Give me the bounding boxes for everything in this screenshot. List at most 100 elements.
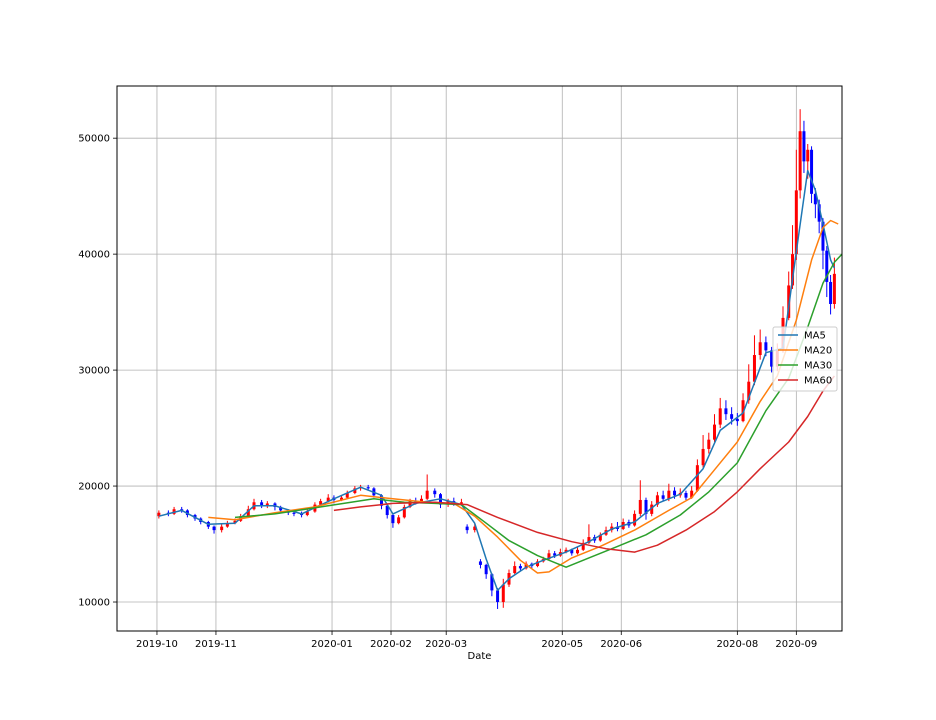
legend: MA5 MA20 MA30 MA60 <box>772 326 838 392</box>
candle-body <box>246 509 250 517</box>
candle-body <box>741 400 745 422</box>
candle-body <box>813 193 817 205</box>
candle-body <box>735 418 739 422</box>
y-axis-ticks: 10000 20000 30000 40000 50000 <box>78 134 117 609</box>
candle-body <box>701 448 705 466</box>
candle-body <box>260 502 264 506</box>
candle-body <box>319 501 323 505</box>
plot-frame <box>116 85 843 632</box>
candle-body <box>655 495 659 505</box>
candle-body <box>305 511 309 516</box>
candle-body <box>265 503 269 506</box>
x-tick-label: 2020-01 <box>311 639 353 650</box>
candle-body <box>501 584 505 603</box>
x-tick-label: 2020-09 <box>775 639 817 650</box>
candle-body <box>553 553 557 556</box>
moving-average-lines <box>158 169 843 592</box>
candles <box>157 109 836 609</box>
candle-body <box>233 520 237 524</box>
candle-body <box>518 566 522 569</box>
legend-label: MA5 <box>804 331 826 342</box>
candle-body <box>724 408 728 415</box>
candle-body <box>794 190 798 255</box>
candle-body <box>326 497 330 502</box>
candle-body <box>684 493 688 498</box>
x-tick-label: 2020-03 <box>425 639 467 650</box>
candle-body <box>661 495 665 499</box>
candle-body <box>598 534 602 541</box>
x-tick-label: 2019-10 <box>136 639 178 650</box>
candle-body <box>496 590 500 603</box>
candle-body <box>817 204 821 222</box>
candle-body <box>650 504 654 514</box>
candle-body <box>408 501 412 507</box>
candle-body <box>747 381 751 401</box>
candle-body <box>564 549 568 553</box>
x-tick-label: 2020-08 <box>716 639 758 650</box>
candle-body <box>695 465 699 491</box>
candle-body <box>340 497 344 500</box>
candle-body <box>484 564 488 575</box>
candle-body <box>478 561 482 565</box>
candle-body <box>730 414 734 419</box>
candle-body <box>758 342 762 356</box>
candle-body <box>667 490 671 499</box>
candle-body <box>490 574 494 591</box>
candle-body <box>673 490 677 496</box>
candle-body <box>798 131 802 191</box>
candle-body <box>825 250 829 282</box>
candle-body <box>425 490 429 499</box>
candle-body <box>473 526 477 531</box>
candle-body <box>212 526 216 531</box>
legend-box <box>772 326 838 392</box>
candle-body <box>581 542 585 550</box>
candle-body <box>690 490 694 498</box>
y-tick-label: 20000 <box>78 482 110 493</box>
candle-body <box>806 149 810 162</box>
x-tick-label: 2020-05 <box>541 639 583 650</box>
candle-body <box>633 513 637 526</box>
candle-body <box>465 526 469 531</box>
candle-body <box>402 506 406 518</box>
candle-body <box>157 512 161 517</box>
candle-body <box>802 131 806 162</box>
y-tick-label: 10000 <box>78 598 110 609</box>
candle-body <box>638 499 642 514</box>
legend-label: MA30 <box>804 361 832 372</box>
x-tick-label: 2020-06 <box>600 639 642 650</box>
candle-body <box>292 512 296 514</box>
candle-body <box>433 490 437 495</box>
legend-label: MA20 <box>804 346 832 357</box>
candle-body <box>459 502 463 504</box>
candle-body <box>524 563 528 569</box>
candle-body <box>713 424 717 440</box>
candle-body <box>353 488 357 494</box>
candle-body <box>570 549 574 554</box>
candle-body <box>380 495 384 506</box>
series-line-ma60 <box>333 375 835 553</box>
candle-body <box>391 515 395 524</box>
candle-body <box>764 342 768 351</box>
x-tick-label: 2020-02 <box>370 639 412 650</box>
candle-body <box>752 355 756 382</box>
y-tick-label: 30000 <box>78 366 110 377</box>
x-axis-label: Date <box>468 651 492 662</box>
candle-body <box>644 499 648 514</box>
legend-label: MA60 <box>804 376 832 387</box>
candle-body <box>536 561 540 567</box>
candle-body <box>366 487 370 489</box>
candle-body <box>810 149 814 194</box>
candle-body <box>419 498 423 503</box>
candle-body <box>345 493 349 498</box>
candle-body <box>821 221 825 251</box>
candle-body <box>547 553 551 560</box>
series-line-ma5 <box>158 169 836 592</box>
candle-body <box>832 273 836 304</box>
candle-body <box>770 350 774 367</box>
y-tick-label: 50000 <box>78 134 110 145</box>
candle-body <box>829 281 833 304</box>
candle-body <box>513 566 517 574</box>
candle-body <box>385 505 389 516</box>
candle-body <box>397 517 401 524</box>
